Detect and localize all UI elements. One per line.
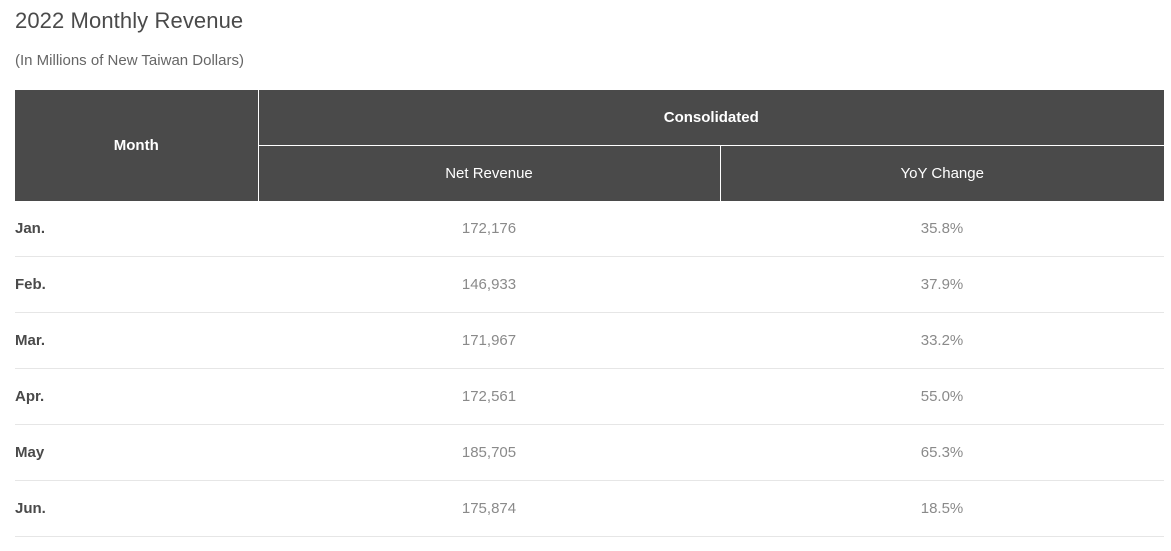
month-cell: Jan. [15, 201, 258, 257]
table-body: Jan. 172,176 35.8% Feb. 146,933 37.9% Ma… [15, 201, 1165, 537]
yoy-change-cell: 65.3% [720, 424, 1165, 481]
monthly-revenue-table: Month Consolidated Net Revenue YoY Chang… [15, 90, 1165, 537]
month-cell: Apr. [15, 368, 258, 425]
net-revenue-cell: 171,967 [258, 312, 720, 369]
column-header-yoy-change: YoY Change [720, 145, 1165, 201]
table-row: Jun. 175,874 18.5% [15, 480, 1165, 537]
column-header-net-revenue: Net Revenue [258, 145, 721, 201]
table-row: Mar. 171,967 33.2% [15, 312, 1165, 369]
net-revenue-cell: 172,176 [258, 201, 720, 257]
yoy-change-cell: 33.2% [720, 312, 1165, 369]
table-row: Feb. 146,933 37.9% [15, 256, 1165, 313]
yoy-change-cell: 55.0% [720, 368, 1165, 425]
table-row: May 185,705 65.3% [15, 424, 1165, 481]
yoy-change-cell: 18.5% [720, 480, 1165, 537]
table-row: Jan. 172,176 35.8% [15, 201, 1165, 257]
yoy-change-cell: 37.9% [720, 256, 1165, 313]
column-header-month: Month [15, 90, 259, 201]
yoy-change-cell: 35.8% [720, 201, 1165, 257]
page-title: 2022 Monthly Revenue [15, 8, 244, 33]
net-revenue-cell: 175,874 [258, 480, 720, 537]
month-cell: Jun. [15, 480, 258, 537]
month-cell: May [15, 424, 258, 481]
column-group-consolidated: Consolidated [258, 90, 1165, 146]
net-revenue-cell: 146,933 [258, 256, 720, 313]
table-row: Apr. 172,561 55.0% [15, 368, 1165, 425]
page-subtitle: (In Millions of New Taiwan Dollars) [15, 52, 244, 69]
net-revenue-cell: 185,705 [258, 424, 720, 481]
net-revenue-cell: 172,561 [258, 368, 720, 425]
month-cell: Mar. [15, 312, 258, 369]
month-cell: Feb. [15, 256, 258, 313]
table-header: Month Consolidated Net Revenue YoY Chang… [15, 90, 1165, 201]
